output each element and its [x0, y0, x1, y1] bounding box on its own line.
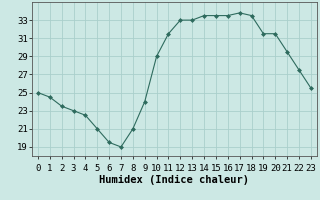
X-axis label: Humidex (Indice chaleur): Humidex (Indice chaleur) — [100, 175, 249, 185]
